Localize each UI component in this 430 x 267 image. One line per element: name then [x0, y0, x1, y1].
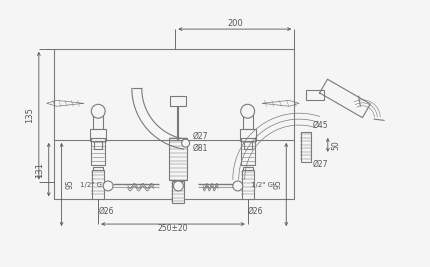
Text: 135: 135 [25, 107, 34, 123]
Circle shape [241, 104, 255, 118]
Bar [240, 129, 255, 141]
Bar [93, 111, 103, 129]
Bar [90, 129, 106, 141]
Circle shape [91, 104, 105, 118]
Text: 50: 50 [331, 140, 340, 150]
Text: Ø45: Ø45 [313, 121, 329, 129]
Text: Ø26: Ø26 [98, 207, 114, 216]
Bar [170, 96, 186, 106]
Circle shape [173, 181, 183, 191]
Circle shape [181, 139, 190, 147]
Bar [92, 170, 104, 199]
Text: Ø81: Ø81 [193, 143, 208, 152]
Circle shape [103, 181, 113, 191]
Bar [244, 141, 252, 149]
Text: Ø27: Ø27 [192, 131, 208, 140]
Circle shape [233, 181, 243, 191]
Text: 1/2" G: 1/2" G [80, 182, 102, 189]
Bar [54, 49, 294, 199]
Bar [306, 91, 324, 100]
Text: Ø26: Ø26 [248, 207, 263, 216]
Text: 250±20: 250±20 [158, 225, 188, 234]
Text: 1/2" G: 1/2" G [251, 182, 273, 189]
Bar [169, 138, 187, 179]
Bar [172, 182, 184, 203]
Bar [241, 138, 255, 165]
Text: 200: 200 [227, 19, 243, 28]
Text: 131: 131 [35, 162, 44, 178]
Bar [243, 167, 252, 184]
Text: 95: 95 [274, 180, 283, 189]
Bar [243, 111, 252, 129]
Text: 95: 95 [65, 180, 74, 189]
Text: Ø27: Ø27 [313, 160, 329, 169]
Bar [242, 170, 254, 199]
Bar [94, 141, 102, 149]
Bar [91, 138, 105, 165]
Bar [93, 167, 103, 184]
Bar [301, 132, 311, 162]
